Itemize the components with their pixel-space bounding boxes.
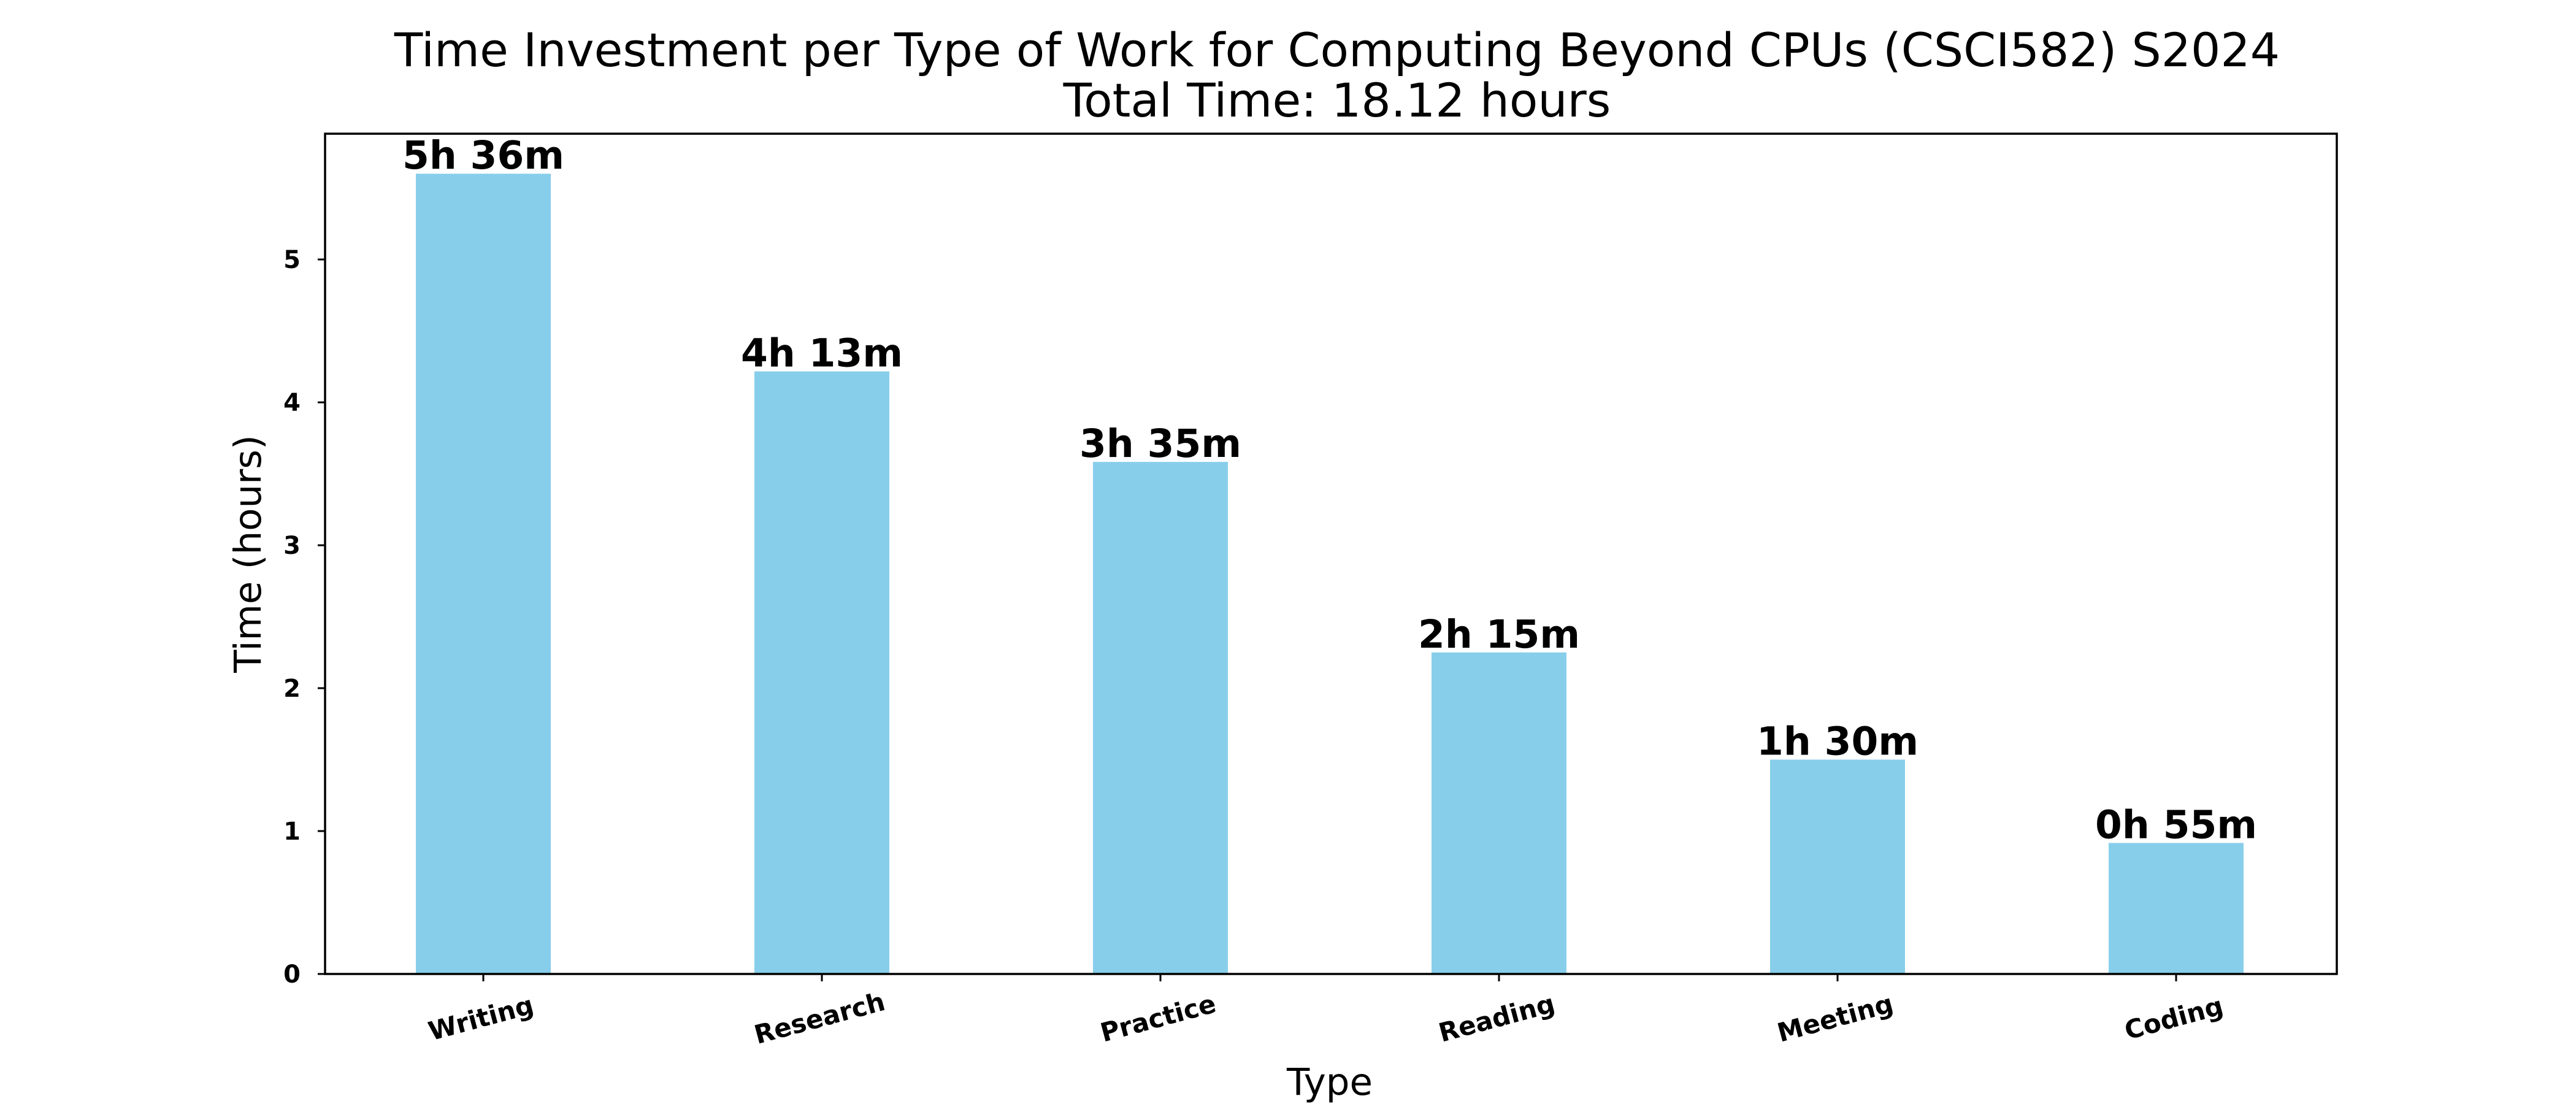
data-label-meeting: 1h 30m xyxy=(1757,719,1919,764)
x-tick-label-research: Research xyxy=(751,986,888,1050)
bar-writing xyxy=(416,174,551,975)
bar-meeting xyxy=(1770,759,1905,974)
bar-reading xyxy=(1432,652,1566,974)
y-tick-label: 1 xyxy=(283,818,301,846)
data-label-reading: 2h 15m xyxy=(1418,612,1580,657)
y-axis-ticks: 0 1 2 3 4 5 xyxy=(283,246,325,989)
data-label-coding: 0h 55m xyxy=(2095,802,2257,847)
y-tick-label: 0 xyxy=(283,960,301,989)
data-labels-group: 5h 36m 4h 13m 3h 35m 2h 15m 1h 30m 0h 55m xyxy=(402,133,2257,847)
chart-title: Time Investment per Type of Work for Com… xyxy=(394,23,2280,77)
y-tick-label: 3 xyxy=(283,532,301,560)
chart-subtitle: Total Time: 18.12 hours xyxy=(1063,73,1611,128)
data-label-research: 4h 13m xyxy=(741,331,903,376)
y-tick-label: 5 xyxy=(283,246,301,274)
y-axis-label: Time (hours) xyxy=(226,435,270,673)
bar-research xyxy=(754,371,889,974)
x-tick-label-meeting: Meeting xyxy=(1774,988,1896,1048)
y-tick-label: 4 xyxy=(283,389,301,417)
data-label-writing: 5h 36m xyxy=(402,133,564,178)
x-tick-label-writing: Writing xyxy=(425,990,537,1047)
bars-group xyxy=(416,174,2244,975)
x-axis-ticks: Writing Research Practice Reading Meeting Cod… xyxy=(425,974,2226,1050)
x-tick-label-reading: Reading xyxy=(1435,988,1558,1048)
bar-coding xyxy=(2109,843,2244,974)
x-axis-label: Type xyxy=(1286,1060,1373,1104)
plot-frame xyxy=(324,132,2338,975)
x-tick-label-coding: Coding xyxy=(2122,991,2226,1046)
y-tick-label: 2 xyxy=(283,675,301,703)
x-tick-label-practice: Practice xyxy=(1097,988,1219,1048)
data-label-practice: 3h 35m xyxy=(1079,421,1241,466)
bar-practice xyxy=(1093,462,1228,974)
